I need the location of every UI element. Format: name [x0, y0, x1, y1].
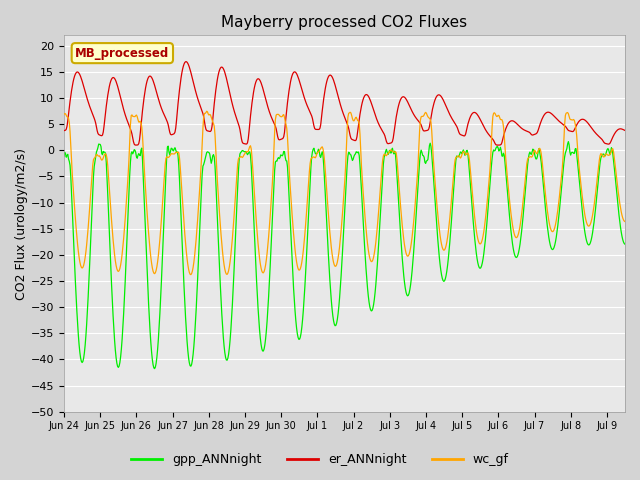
Title: Mayberry processed CO2 Fluxes: Mayberry processed CO2 Fluxes [221, 15, 468, 30]
Line: wc_gf: wc_gf [64, 111, 625, 275]
er_ANNnight [493, 142, 501, 148]
Line: gpp_ANNnight: gpp_ANNnight [64, 142, 625, 369]
er_ANNnight [182, 59, 190, 64]
er_ANNnight [463, 124, 471, 130]
gpp_ANNnight [564, 139, 572, 144]
wc_gf [203, 108, 211, 114]
wc_gf [187, 272, 195, 277]
wc_gf [464, 150, 472, 156]
Text: MB_processed: MB_processed [76, 47, 170, 60]
gpp_ANNnight [621, 241, 629, 247]
wc_gf [63, 112, 70, 118]
er_ANNnight [139, 108, 147, 113]
er_ANNnight [321, 86, 329, 92]
er_ANNnight [477, 118, 484, 123]
er_ANNnight [63, 126, 70, 132]
wc_gf [322, 177, 330, 183]
wc_gf [621, 219, 629, 225]
gpp_ANNnight [60, 153, 68, 159]
er_ANNnight [621, 128, 629, 133]
gpp_ANNnight [321, 191, 329, 196]
er_ANNnight [60, 128, 68, 133]
Legend: gpp_ANNnight, er_ANNnight, wc_gf: gpp_ANNnight, er_ANNnight, wc_gf [126, 448, 514, 471]
wc_gf [301, 231, 308, 237]
wc_gf [139, 133, 147, 139]
gpp_ANNnight [477, 265, 484, 271]
wc_gf [60, 111, 68, 117]
gpp_ANNnight [151, 366, 159, 372]
gpp_ANNnight [63, 155, 70, 160]
gpp_ANNnight [463, 147, 471, 153]
gpp_ANNnight [139, 157, 147, 163]
Line: er_ANNnight: er_ANNnight [64, 61, 625, 145]
er_ANNnight [300, 94, 308, 100]
Y-axis label: CO2 Flux (urology/m2/s): CO2 Flux (urology/m2/s) [15, 147, 28, 300]
gpp_ANNnight [300, 296, 308, 302]
wc_gf [477, 239, 485, 245]
